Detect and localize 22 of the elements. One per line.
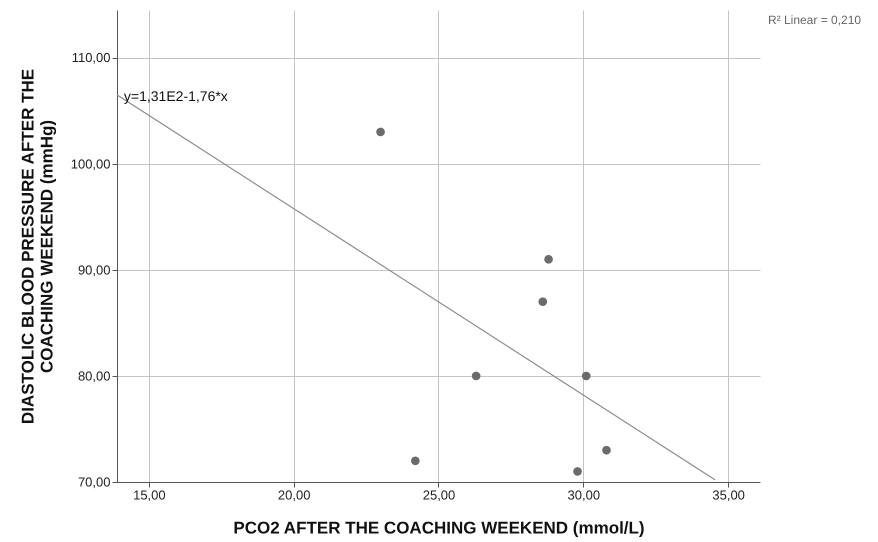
point [544, 254, 553, 264]
text: R² Linear = 0,210 [768, 13, 862, 27]
point [376, 128, 385, 136]
point [602, 446, 611, 454]
y-tick-label: 100,00 [70, 156, 110, 172]
y-tick-label: 70,00 [78, 474, 110, 490]
point [411, 456, 420, 466]
point [538, 297, 548, 306]
x-axis-title: PCO2 AFTER THE COACHING WEEKEND (mmol/L) [233, 518, 645, 538]
point [472, 372, 480, 380]
y-tick-label: 90,00 [78, 262, 110, 278]
y-tick-label: 110,00 [72, 50, 110, 66]
x-tick-label: 30,00 [568, 488, 600, 502]
x-tick-label: 35,00 [712, 488, 745, 502]
x-tick-label: 20,00 [278, 488, 310, 502]
y-axis-title: DIASTOLIC BLOOD PRESSURE AFTER THE COACHING WEEKEND (mmHg) [18, 68, 57, 424]
x-tick-label: 25,00 [422, 488, 456, 502]
annotation: y=1,31E2-1,76*x [124, 88, 228, 104]
x-tick-label: 15,00 [133, 488, 166, 502]
point [582, 372, 591, 380]
point [573, 467, 582, 476]
y-tick-label: 80,00 [78, 368, 110, 384]
